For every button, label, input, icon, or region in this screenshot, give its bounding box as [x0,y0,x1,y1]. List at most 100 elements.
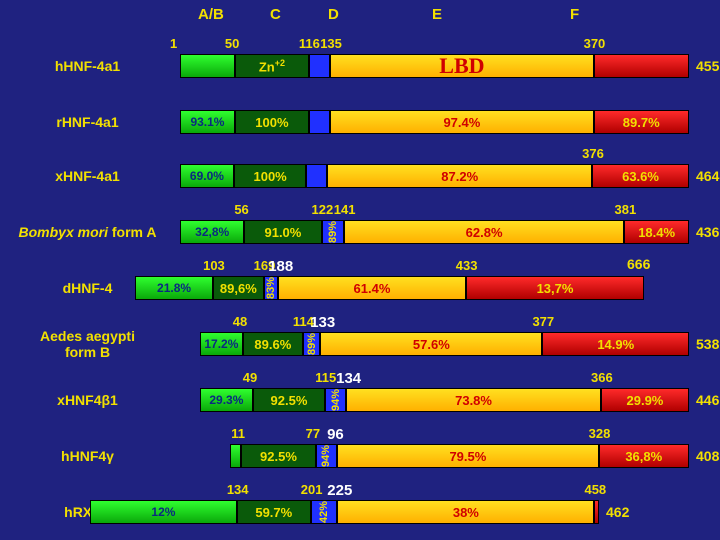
protein-label: Bombyx mori form A [0,224,185,240]
d-domain-percent: 94% [320,445,332,467]
domain-bar: Zn+2 LBD [180,54,690,78]
domain-segment: Zn+2 [235,54,309,78]
domain-segment: 61.4% [278,276,466,300]
position-tick: 56 [234,202,248,217]
position-tick: 1 [170,36,177,51]
position-tick: 201 [301,482,323,497]
length-value: 436 [696,224,719,240]
domain-segment: 13,7% [466,276,644,300]
domain-segment: 89.6% [243,332,303,356]
position-tick: 376 [582,146,604,161]
domain-segment: 89,6% [213,276,264,300]
position-tick: 122 [312,202,334,217]
protein-label: hHNF4γ [0,448,175,464]
domain-segment: 59.7% [237,500,311,524]
position-tick: 381 [614,202,636,217]
domain-header: E [432,6,442,23]
position-tick: 328 [589,426,611,441]
domain-segment: 89.7% [594,110,689,134]
domain-segment: 100% [234,164,307,188]
protein-row: xHNF4β129.3%92.5%73.8%29.9% [0,388,720,418]
length-value: 446 [696,392,719,408]
domain-segment: 87.2% [327,164,592,188]
d-domain-percent: 94% [330,389,342,411]
domain-segment: 14.9% [542,332,689,356]
domain-segment: 29.3% [200,388,253,412]
protein-row: Bombyx mori form A32,8%91.0% 62.8%18.4% [0,220,720,250]
position-tick: 188 [268,258,293,275]
position-tick: 370 [584,36,606,51]
length-value: 666 [627,256,650,272]
position-tick: 458 [584,482,606,497]
domain-segment: 100% [235,110,309,134]
length-value: 455 [696,58,719,74]
position-tick: 116 [299,36,320,51]
length-value: 538 [696,336,719,352]
length-value: 464 [696,168,719,184]
domain-header: F [570,6,579,23]
position-tick: 377 [532,314,554,329]
position-tick: 141 [334,202,356,217]
position-tick: 133 [310,314,335,331]
domain-bar: 69.0%100%87.2%63.6% [180,164,690,188]
position-tick: 49 [243,370,257,385]
position-tick: 96 [327,426,344,443]
domain-bar: 32,8%91.0% 62.8%18.4% [180,220,690,244]
position-tick: 134 [227,482,249,497]
domain-segment: 38% [337,500,594,524]
domain-segment: 12% [90,500,237,524]
domain-segment: 32,8% [180,220,244,244]
d-domain-percent: 89% [327,221,339,243]
domain-segment: 97.4% [330,110,593,134]
protein-row: hHNF-4a1 Zn+2 LBD [0,54,720,84]
protein-row: hHNF4γ 92.5%79.5%36,8% [0,444,720,474]
position-tick: 103 [203,258,225,273]
protein-label: xHNF-4a1 [0,168,175,184]
d-domain-percent: 42% [318,501,330,523]
length-value: 408 [696,448,719,464]
domain-bar: 12%59.7% 38% [90,500,600,524]
protein-label: Aedes aegyptiform B [0,328,175,360]
domain-bar: 17.2%89.6% 57.6%14.9% [200,332,690,356]
domain-segment [594,54,689,78]
domain-segment [306,164,327,188]
domain-bar: 21.8%89,6% 61.4%13,7% [135,276,645,300]
domain-header: D [328,6,339,23]
domain-segment: 36,8% [599,444,689,468]
protein-row: xHNF-4a169.0%100%87.2%63.6% [0,164,720,194]
domain-segment: 73.8% [346,388,601,412]
protein-label: rHNF-4a1 [0,114,175,130]
domain-segment: 69.0% [180,164,234,188]
domain-header: A/B [198,6,224,23]
d-domain-percent: 89% [306,333,318,355]
position-tick: 134 [336,370,361,387]
position-tick: 48 [233,314,247,329]
domain-segment: 57.6% [320,332,542,356]
position-tick: 366 [591,370,613,385]
protein-row: rHNF-4a1 93.1%100% 97.4%89.7% [0,110,720,140]
position-tick: 115 [315,370,336,385]
position-tick: 50 [225,36,239,51]
domain-segment [309,110,330,134]
domain-segment: 62.8% [344,220,625,244]
domain-segment: 29.9% [601,388,689,412]
position-tick: 225 [327,482,352,499]
domain-segment: 21.8% [135,276,213,300]
domain-segment: 18.4% [624,220,688,244]
d-domain-percent: 83% [265,277,277,299]
domain-bar: 92.5%79.5%36,8% [230,444,690,468]
domain-bar: 29.3%92.5%73.8%29.9% [200,388,690,412]
domain-segment: 92.5% [241,444,315,468]
domain-segment: LBD [330,54,593,78]
protein-label: hHNF-4a1 [0,58,175,74]
domain-segment: 17.2% [200,332,243,356]
domain-bar: 93.1%100% 97.4%89.7% [180,110,690,134]
domain-segment: 93.1% [180,110,235,134]
domain-segment [180,54,235,78]
protein-row: Aedes aegyptiform B17.2%89.6%57.6%14.9% [0,332,720,362]
position-tick: 77 [306,426,320,441]
domain-segment: 91.0% [244,220,321,244]
domain-segment [309,54,330,78]
domain-segment [230,444,241,468]
domain-segment [594,500,598,524]
